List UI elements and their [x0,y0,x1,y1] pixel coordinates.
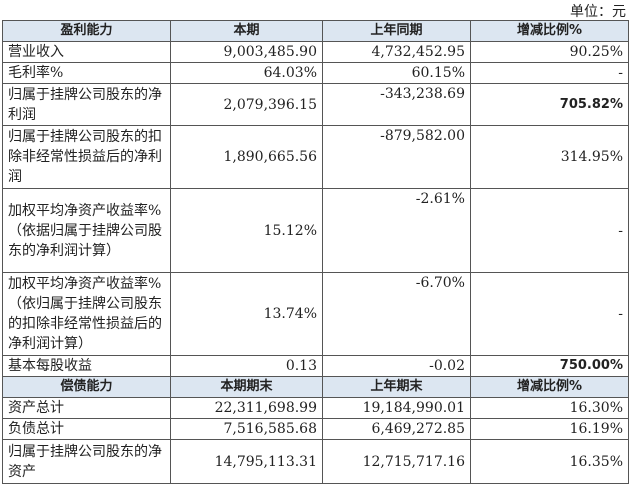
value-cell: 19,184,990.01 [322,397,471,419]
value-cell: 2,079,396.15 [170,83,323,126]
data-row: 归属于挂牌公司股东的净利润 2,079,396.15 -343,238.69 705.… [2,83,629,126]
value-cell: -343,238.69 [322,83,471,126]
data-row: 营业收入 9,003,485.90 4,732,452.95 90.25% [2,41,629,63]
value-cell: 64.03% [170,62,323,84]
header-row: 盈利能力 本期 上年同期 增减比例% [2,20,629,42]
value-cell: 0.13 [170,355,323,377]
row-label: 加权平均净资产收益率%（依据归属于挂牌公司股东的净利润计算） [2,188,171,273]
value-cell: 16.19% [470,418,629,440]
value-cell: 705.82% [470,83,629,126]
value-cell: 1,890,665.56 [170,125,323,189]
row-label: 加权平均净资产收益率%（依归属于挂牌公司股东的扣除非经常性损益后的净利润计算） [2,272,171,356]
row-label: 毛利率% [2,62,171,84]
row-label: 负债总计 [2,418,171,440]
value-cell: 6,469,272.85 [322,418,471,440]
value-cell: -6.70% [322,272,471,356]
header-cell: 增减比例% [470,376,629,398]
data-row: 加权平均净资产收益率%（依归属于挂牌公司股东的扣除非经常性损益后的净利润计算） 1… [2,272,629,356]
row-label: 营业收入 [2,41,171,63]
value-cell: 16.30% [470,397,629,419]
value-cell: 15.12% [170,188,323,273]
data-row: 归属于挂牌公司股东的扣除非经常性损益后的净利润 1,890,665.56 -879,… [2,125,629,189]
header-cell: 上年同期 [322,20,471,42]
value-cell: 7,516,585.68 [170,418,323,440]
header-cell: 本期 [170,20,323,42]
value-cell: 90.25% [470,41,629,63]
row-label: 基本每股收益 [2,355,171,377]
row-label: 归属于挂牌公司股东的净利润 [2,83,171,126]
financial-table: 盈利能力 本期 上年同期 增减比例% 营业收入 9,003,485.90 4,732,452… [2,20,629,484]
row-label: 资产总计 [2,397,171,419]
header-cell: 盈利能力 [2,20,171,42]
header-row: 偿债能力 本期期末 上年期末 增减比例% [2,376,629,398]
value-cell: -879,582.00 [322,125,471,189]
data-row: 归属于挂牌公司股东的净资产 14,795,113.31 12,715,717.16 1… [2,439,629,484]
value-cell: -0.02 [322,355,471,377]
value-cell: 13.74% [170,272,323,356]
value-cell: 14,795,113.31 [170,439,323,484]
value-cell: 9,003,485.90 [170,41,323,63]
data-row: 毛利率% 64.03% 60.15% - [2,62,629,84]
value-cell: 750.00% [470,355,629,377]
row-label: 归属于挂牌公司股东的扣除非经常性损益后的净利润 [2,125,171,189]
data-row: 负债总计 7,516,585.68 6,469,272.85 16.19% [2,418,629,440]
unit-label: 单位：元 [570,4,626,20]
data-row: 基本每股收益 0.13 -0.02 750.00% [2,355,629,377]
value-cell: 16.35% [470,439,629,484]
header-cell: 本期期末 [170,376,323,398]
data-row: 资产总计 22,311,698.99 19,184,990.01 16.30% [2,397,629,419]
value-cell: 4,732,452.95 [322,41,471,63]
data-row: 加权平均净资产收益率%（依据归属于挂牌公司股东的净利润计算） 15.12% -2.6… [2,188,629,273]
value-cell: 314.95% [470,125,629,189]
value-cell: -2.61% [322,188,471,273]
header-cell: 上年期末 [322,376,471,398]
row-label: 归属于挂牌公司股东的净资产 [2,439,171,484]
header-cell: 偿债能力 [2,376,171,398]
value-cell: 12,715,717.16 [322,439,471,484]
value-cell: - [470,62,629,84]
value-cell: - [470,272,629,356]
value-cell: 22,311,698.99 [170,397,323,419]
header-cell: 增减比例% [470,20,629,42]
value-cell: - [470,188,629,273]
value-cell: 60.15% [322,62,471,84]
